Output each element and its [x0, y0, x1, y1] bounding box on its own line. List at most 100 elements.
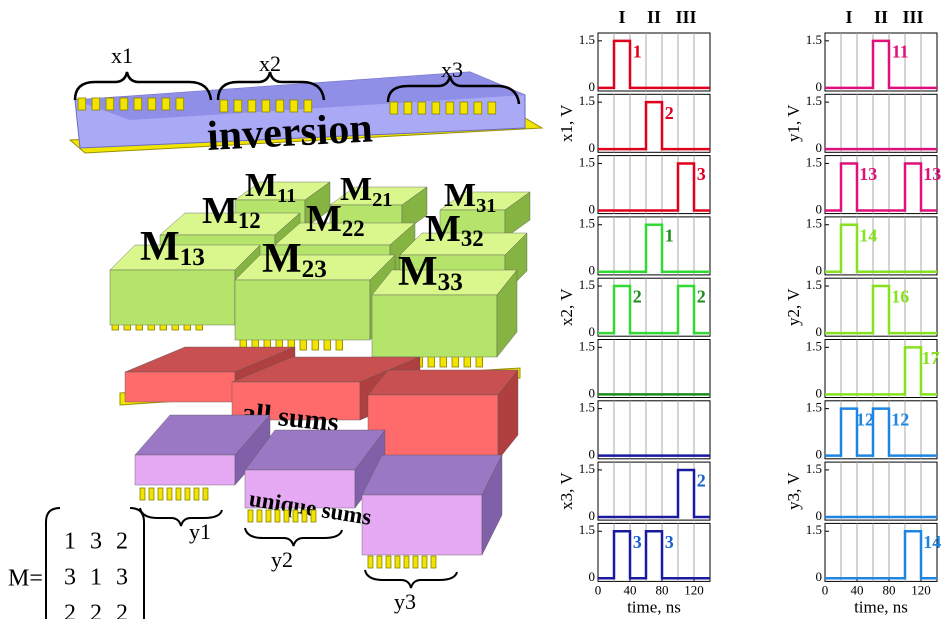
- matrix-entry: 3: [64, 565, 76, 591]
- pulse-label: 2: [697, 471, 706, 491]
- comb-tooth: [92, 98, 100, 110]
- y-axis-label: x3, V: [557, 472, 576, 510]
- pulse-label: 12: [856, 409, 874, 429]
- comb-tooth: [276, 100, 284, 112]
- pulse-label: 14: [923, 532, 941, 552]
- comb-tooth: [78, 98, 86, 110]
- panel: 01.51: [579, 216, 710, 278]
- block-index: 11: [277, 185, 296, 207]
- phase-label: II: [647, 7, 661, 27]
- comb-tooth: [220, 100, 228, 112]
- pulse-label: 2: [697, 287, 706, 307]
- comb-tooth: [106, 98, 114, 110]
- comb-tooth: [176, 488, 181, 500]
- panel: 01.51313: [806, 154, 941, 216]
- y-tick-label: 1.5: [579, 461, 595, 476]
- block-letter: M: [140, 224, 180, 270]
- output-label: y1: [189, 519, 211, 544]
- block-label: M11: [245, 167, 296, 207]
- y-tick-label: 0: [589, 263, 596, 278]
- block-index: 21: [372, 189, 392, 211]
- y-tick-label: 1.5: [579, 400, 595, 415]
- comb-tooth: [275, 510, 280, 522]
- pulse-label: 2: [665, 103, 674, 123]
- y-axis-label: x2, V: [557, 288, 576, 326]
- y-axis-label: y3, V: [784, 472, 803, 510]
- pulse-label: 12: [891, 409, 909, 429]
- block-letter: M: [245, 167, 277, 204]
- comb-tooth: [167, 488, 172, 500]
- comb-tooth: [488, 102, 496, 114]
- comb-tooth: [176, 98, 184, 110]
- y-tick-label: 1.5: [806, 216, 822, 231]
- y-tick-label: 1.5: [579, 32, 595, 47]
- comb-tooth: [262, 100, 270, 112]
- y-tick-label: 0: [816, 201, 823, 216]
- x-tick-label: 0: [822, 582, 829, 597]
- y-tick-label: 0: [589, 201, 596, 216]
- pulse-label: 13: [859, 164, 877, 184]
- panel: 01.5: [579, 400, 710, 462]
- panel: 01.5: [579, 338, 710, 400]
- block-index: 31: [476, 195, 496, 217]
- bracket: [130, 508, 144, 619]
- y-tick-label: 0: [816, 324, 823, 339]
- comb-tooth: [266, 510, 271, 522]
- comb-tooth: [248, 100, 256, 112]
- comb-tooth: [431, 556, 436, 568]
- bracket: [46, 508, 60, 619]
- pulse-label: 3: [697, 164, 706, 184]
- panel: 01.5y1, V: [784, 93, 937, 155]
- comb-tooth: [446, 102, 454, 114]
- output-label: y3: [394, 589, 416, 614]
- panel: 01.53: [579, 154, 710, 216]
- comb-tooth: [404, 556, 409, 568]
- pulse-label: 16: [891, 287, 909, 307]
- block-front: [125, 372, 235, 402]
- comb-tooth: [377, 556, 382, 568]
- pulse-label: 2: [633, 287, 642, 307]
- comb-tooth: [290, 100, 298, 112]
- comb-tooth: [248, 510, 253, 522]
- comb-tooth: [413, 556, 418, 568]
- y-tick-label: 1.5: [579, 522, 595, 537]
- panel: 01.517: [806, 338, 940, 400]
- block-front: [362, 495, 482, 555]
- y-axis-label: x1, V: [557, 104, 576, 142]
- x-tick-label: 40: [851, 582, 864, 597]
- panel: 01.5y2, V16: [784, 277, 937, 339]
- pulse-label: 17: [922, 348, 940, 368]
- pulse-label: 13: [923, 164, 941, 184]
- y-tick-label: 0: [816, 263, 823, 278]
- comb-tooth: [304, 100, 312, 112]
- block-letter: M: [398, 249, 438, 295]
- y-tick-label: 0: [816, 79, 823, 94]
- comb-tooth: [422, 556, 427, 568]
- phase-label: III: [675, 7, 696, 27]
- y-tick-label: 1.5: [806, 461, 822, 476]
- y-tick-label: 1.5: [806, 32, 822, 47]
- panel: 01.504080120time, ns33: [579, 522, 710, 616]
- pulse-label: 3: [633, 532, 642, 552]
- y-tick-label: 0: [589, 447, 596, 462]
- block-letter: M: [306, 198, 342, 240]
- block-top: [362, 455, 502, 495]
- input-label: x1: [111, 43, 133, 68]
- brace: [245, 528, 342, 546]
- y-tick-label: 0: [816, 140, 823, 155]
- y-tick-label: 0: [589, 79, 596, 94]
- inversion-label: inversion: [206, 105, 374, 160]
- plot-frame: [598, 340, 710, 398]
- block-index: 13: [180, 244, 205, 271]
- y-tick-label: 1.5: [806, 93, 822, 108]
- x-tick-label: 80: [656, 582, 669, 597]
- panel: 01.5y3, V: [784, 461, 937, 523]
- figure: inversion x1 x2 x3 M= M11M21M31M12M22M32…: [0, 0, 945, 619]
- phase-label: III: [902, 7, 923, 27]
- x-tick-label: 80: [883, 582, 896, 597]
- block-index: 32: [461, 226, 484, 251]
- phase-label: II: [874, 7, 888, 27]
- comb-tooth: [404, 102, 412, 114]
- y-tick-label: 0: [589, 385, 596, 400]
